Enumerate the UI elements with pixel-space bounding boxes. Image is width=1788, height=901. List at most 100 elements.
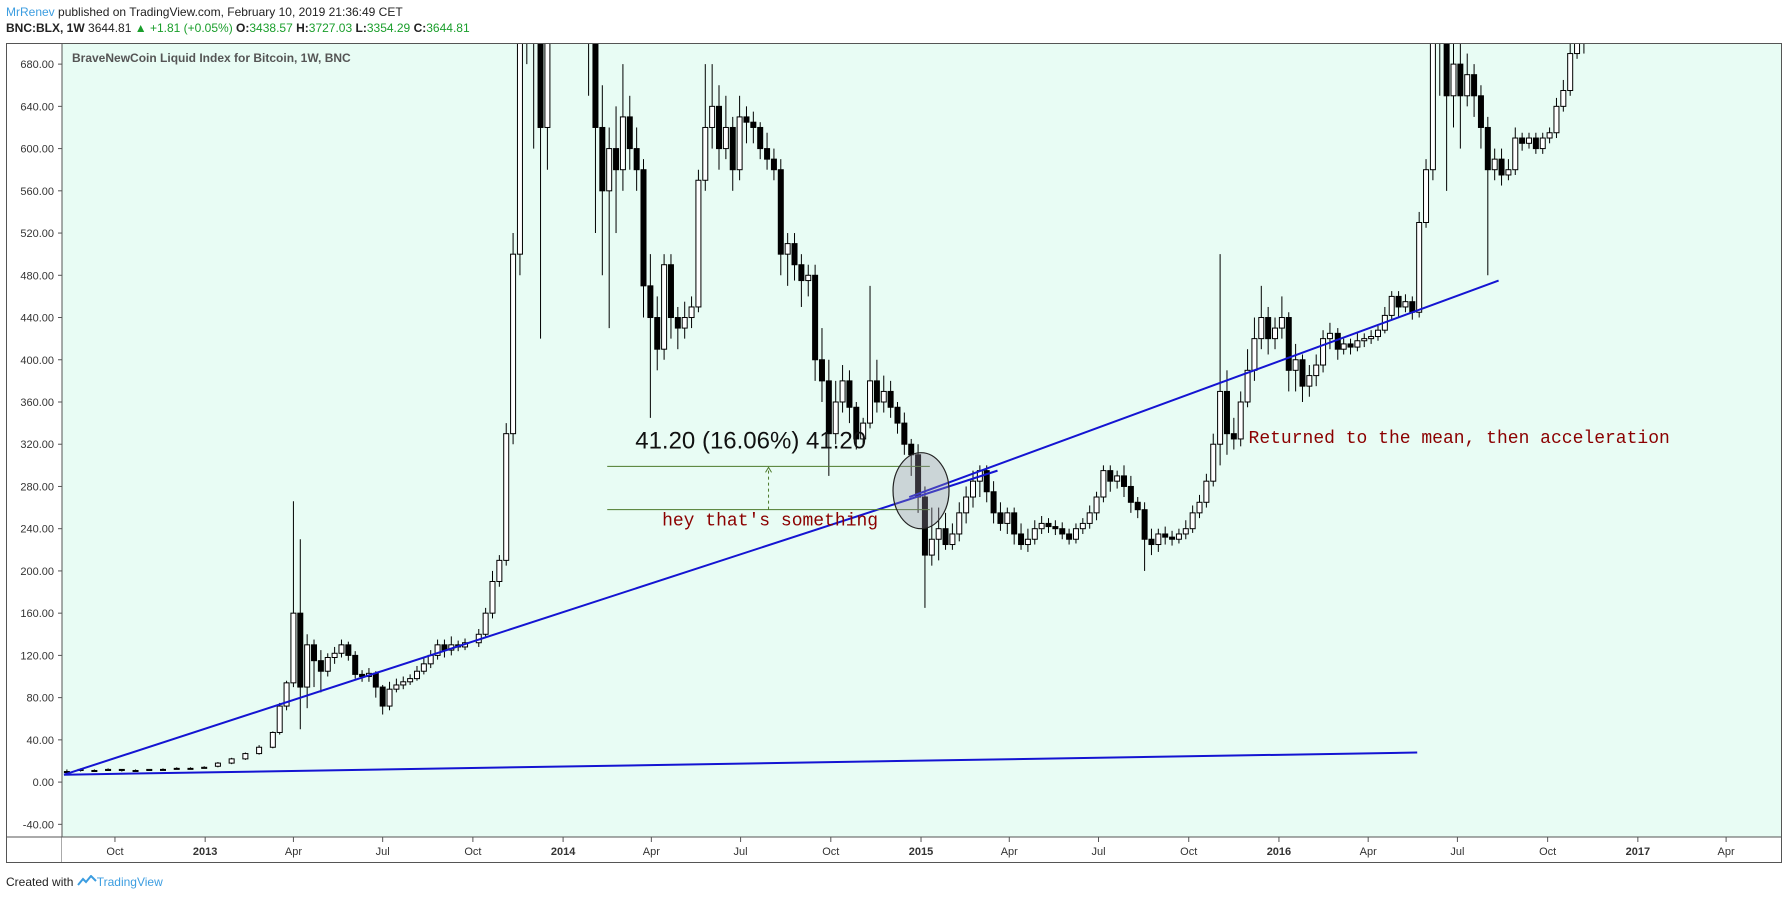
candle-body-down [1162,533,1169,538]
candle [588,44,590,96]
candle [496,555,503,587]
tradingview-link[interactable]: TradingView [96,875,163,889]
candle-body-up [400,681,407,686]
x-tick-label: Jul [1450,846,1464,858]
candle-body-up [1272,327,1279,340]
y-tick-label: 280.00 [20,481,54,493]
low-label: L: [355,21,367,35]
candle-body-up [407,678,414,683]
candle [661,254,668,360]
candle-body-down [1471,74,1478,97]
candle-body-up [1182,528,1189,535]
candle [242,752,249,760]
chart-area[interactable]: 41.20 (16.06%) 41.20 hey that's something… [6,43,1782,868]
trendline[interactable] [908,279,1499,498]
candle [1244,349,1251,408]
candle-body-down [777,169,784,255]
chart-frame [6,43,1782,863]
y-tick-label: 680.00 [20,59,54,71]
candle [132,769,139,772]
candle [1127,475,1134,513]
candle [1258,285,1265,350]
annotation-text[interactable]: hey that's something [662,512,878,532]
candle-body-down [1045,522,1052,528]
open-value: 3438.57 [249,21,293,35]
candle-body-down [1299,359,1306,387]
candle-body-up [132,769,139,772]
candle [1477,85,1484,149]
candle-body-down [1223,390,1230,435]
candle [1368,330,1375,344]
candle-body-down [667,264,674,319]
candlestick-chart[interactable]: 41.20 (16.06%) 41.20 hey that's something… [6,43,1782,863]
price-axis[interactable]: 680.00 640.00 600.00 560.00 520.00 480.00 440.… [20,59,62,831]
candle-body-up [91,769,98,772]
x-tick-label: Apr [1360,846,1377,858]
candle-body-down [1443,44,1450,97]
candle [1196,494,1203,519]
candle [619,64,626,191]
author-link[interactable]: MrRenev [6,5,55,19]
candle-body-up [1155,533,1162,546]
candle [1402,294,1409,313]
candle [1004,507,1011,534]
candle [214,762,221,768]
candle [1306,365,1313,397]
candle-body-down [1141,509,1148,540]
candle [1086,505,1093,529]
candle [1223,370,1230,455]
candle-body-down [1121,475,1128,487]
candle [1484,116,1491,276]
candle [269,731,276,749]
time-axis[interactable]: Oct 2013 Apr Jul Oct 2014 Apr Jul Oct 2015 Apr Jul O… [106,837,1735,858]
candle-body-up [1292,359,1299,371]
candle [1093,491,1100,521]
candle-body-down [1484,126,1491,171]
chart-header: MrRenev published on TradingView.com, Fe… [6,4,470,36]
candle [1285,312,1292,392]
candle-body-down [1052,526,1059,530]
candle-body-up [1505,169,1512,176]
candle-body-up [1491,158,1498,171]
candle [592,44,599,234]
candle-body-down [1347,343,1354,348]
candle-body-down [1457,63,1464,97]
trendline[interactable] [63,751,1418,776]
y-tick-label: 320.00 [20,439,54,451]
trendline[interactable] [63,469,998,776]
candle [1320,330,1327,373]
candle-body-up [1244,369,1251,403]
candle [825,359,832,476]
y-tick-label: 560.00 [20,186,54,198]
candle-body-up [736,116,743,171]
published-text: published on TradingView.com, February 1… [54,5,403,19]
annotation-text[interactable]: Returned to the mean, then acceleration [1249,429,1670,449]
candle [647,254,654,418]
candle [482,607,489,637]
candle [1326,322,1333,350]
candle [901,412,908,455]
candle-body-down [674,317,681,329]
candle-body-up [1114,475,1121,482]
candle [784,233,791,286]
candle-body-down [908,443,915,456]
chart-title: BraveNewCoin Liquid Index for Bitcoin, 1… [72,51,351,65]
candle [963,486,970,524]
candle-body-up [290,612,297,684]
candle [1121,465,1128,498]
candle-body-up [784,243,791,255]
candle-body-up [1093,496,1100,514]
candle-body-up [722,126,729,150]
candle-body-up [1189,512,1196,530]
candle-body-up [688,306,695,319]
candle [777,159,784,276]
candle-body-up [1567,53,1574,92]
candle-body-down [359,673,366,678]
candle [1059,522,1066,540]
candle-body-up [1100,470,1107,498]
highlight-ellipse[interactable] [892,452,950,530]
candle [1045,518,1052,533]
candle-body-up [1306,375,1313,387]
candle-body-up [963,496,970,514]
candle [1574,44,1581,59]
